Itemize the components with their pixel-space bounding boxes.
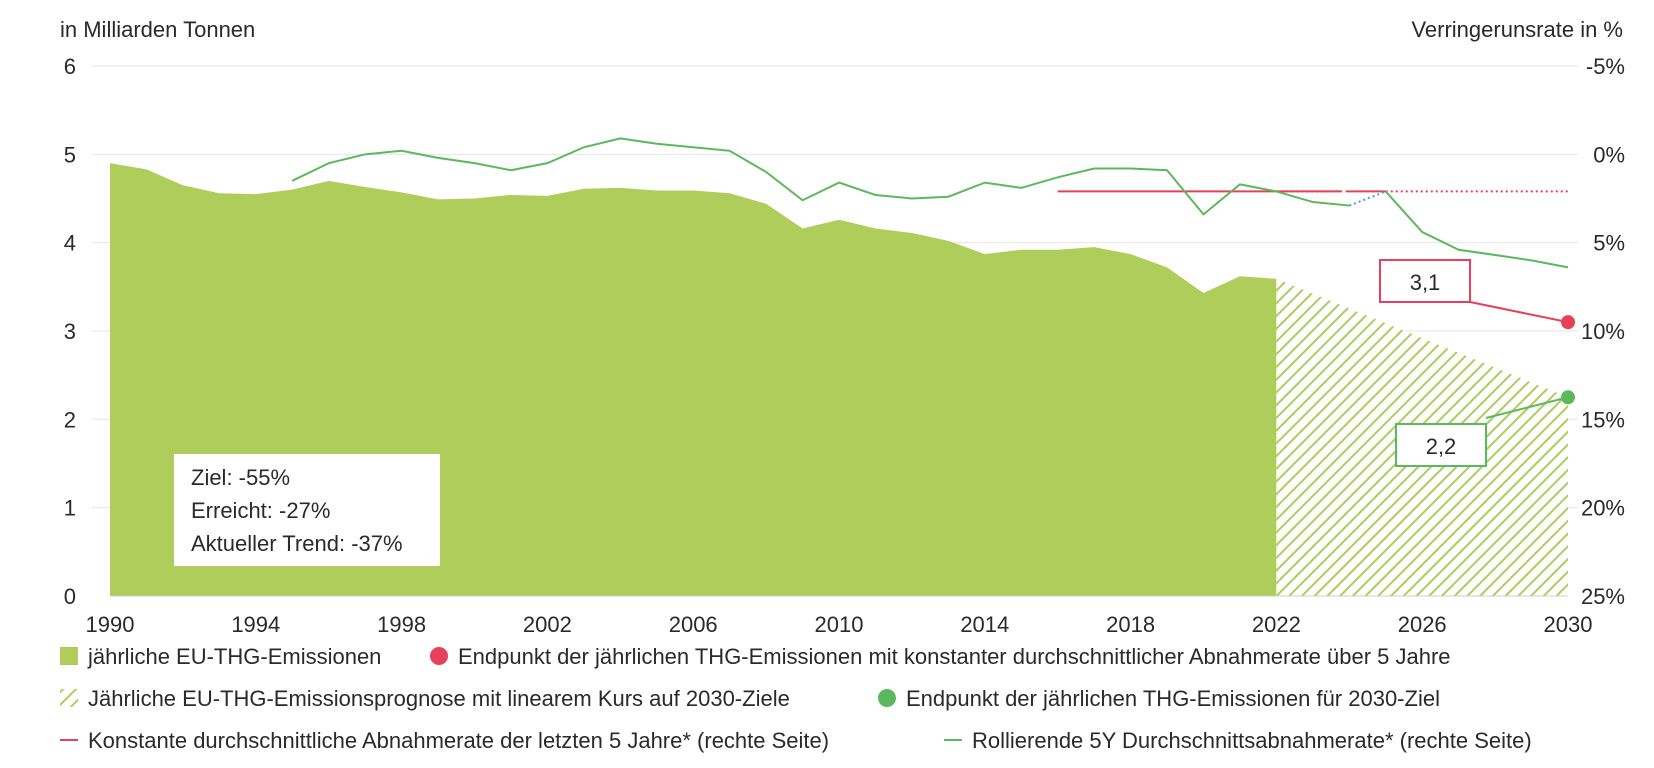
x-tick-label: 2026 (1398, 612, 1447, 637)
x-tick-label: 2018 (1106, 612, 1155, 637)
constant-endpoint-dot (1561, 315, 1575, 330)
legend-marker-red-dot (430, 647, 448, 665)
info-box: Ziel: -55% Erreicht: -27% Aktueller Tren… (174, 454, 440, 566)
x-tick-label: 1994 (231, 612, 280, 637)
target-callout-label: 2,2 (1426, 434, 1457, 459)
y-left-tick-label: 2 (64, 407, 76, 432)
legend-label: Jährliche EU-THG-Emissionsprognose mit l… (88, 686, 790, 711)
legend-label: jährliche EU-THG-Emissionen (87, 644, 381, 669)
legend-label: Endpunkt der jährlichen THG-Emissionen m… (458, 644, 1451, 669)
rate-lines-layer (291, 137, 1569, 269)
target-callout-leader (1485, 396, 1569, 419)
constant-callout-label: 3,1 (1410, 270, 1441, 295)
y-right-tick-label: 20% (1581, 496, 1625, 521)
target-endpoint-dot (1561, 390, 1575, 405)
y-right-ticks: -5% 0% 5% 10% 15% 20% 25% (1581, 54, 1625, 609)
info-line-achieved: Erreicht: -27% (191, 498, 330, 523)
y-right-tick-label: -5% (1586, 54, 1625, 79)
legend-label: Konstante durchschnittliche Abnahmerate … (88, 728, 829, 753)
y-left-axis-title: in Milliarden Tonnen (60, 17, 255, 42)
x-tick-label: 2010 (815, 612, 864, 637)
x-tick-label: 2002 (523, 612, 572, 637)
x-tick-label: 1998 (377, 612, 426, 637)
x-tick-label: 2030 (1544, 612, 1593, 637)
y-right-tick-label: 5% (1593, 231, 1625, 256)
legend-label: Rollierende 5Y Durchschnittsabnahmerate*… (972, 728, 1532, 753)
x-tick-label: 2014 (960, 612, 1009, 637)
legend-marker-hatch (60, 689, 78, 707)
y-right-tick-label: 15% (1581, 407, 1625, 432)
y-left-tick-label: 3 (64, 319, 76, 344)
x-ticks: 1990 1994 1998 2002 2006 2010 2014 2018 2022 2026… (86, 612, 1593, 637)
info-line-target: Ziel: -55% (191, 465, 290, 490)
constant-callout-leader (1469, 301, 1569, 324)
y-left-tick-label: 1 (64, 496, 76, 521)
y-left-tick-label: 6 (64, 54, 76, 79)
y-left-tick-label: 0 (64, 584, 76, 609)
y-right-tick-label: 10% (1581, 319, 1625, 344)
y-right-axis-title: Verringerunsrate in % (1411, 17, 1623, 42)
legend-label: Endpunkt der jährlichen THG-Emissionen f… (906, 686, 1440, 711)
y-left-tick-label: 5 (64, 142, 76, 167)
endpoints-layer: 3,1 2,2 (1379, 259, 1575, 467)
legend-marker-green-dot (878, 689, 896, 707)
constant-callout-box (1379, 259, 1471, 303)
y-left-ticks: 0 1 2 3 4 5 6 (64, 54, 76, 609)
legend-marker-area (60, 647, 78, 665)
y-right-tick-label: 25% (1581, 584, 1625, 609)
rolling-rate-line (291, 137, 1350, 216)
rolling-rate-projection-line (1385, 190, 1569, 269)
y-right-tick-label: 0% (1593, 142, 1625, 167)
info-line-trend: Aktueller Trend: -37% (191, 531, 403, 556)
target-callout-box (1395, 423, 1487, 467)
x-tick-label: 1990 (86, 612, 135, 637)
x-tick-label: 2006 (669, 612, 718, 637)
rolling-rate-dotted-line (1348, 190, 1387, 207)
legend: jährliche EU-THG-Emissionen Endpunkt der … (60, 644, 1532, 753)
y-left-tick-label: 4 (64, 231, 76, 256)
x-tick-label: 2022 (1252, 612, 1301, 637)
